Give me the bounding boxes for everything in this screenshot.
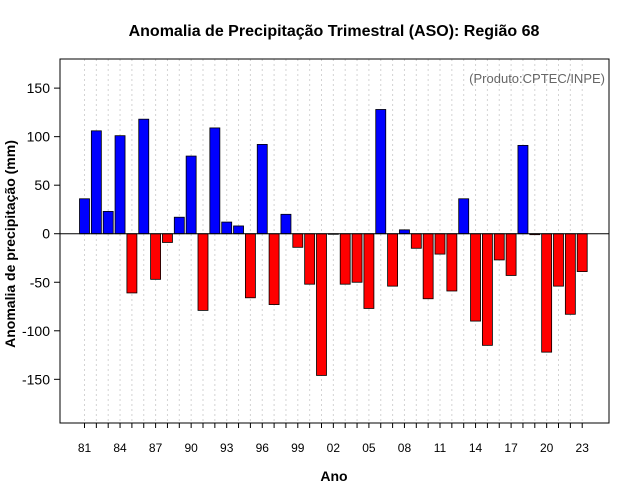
bar-2010	[422, 233, 434, 300]
y-axis: -150 -100 -50 0 50 100 150	[22, 80, 60, 387]
bar-2000	[304, 233, 316, 285]
y-tick-label: 150	[27, 80, 51, 96]
bar-1988	[162, 233, 173, 243]
x-tick-label: 96	[256, 441, 270, 455]
bar-1982	[90, 130, 102, 235]
bar-1993	[221, 221, 233, 235]
bar-2009	[410, 233, 422, 249]
bar-1995	[244, 233, 256, 299]
bar-2006	[375, 109, 387, 235]
bar-1989	[173, 216, 185, 235]
bar-2005	[363, 233, 375, 309]
bar-1984	[114, 135, 126, 235]
y-tick-label: 0	[42, 226, 50, 242]
y-tick-label: 50	[34, 177, 50, 193]
bar-2020	[541, 233, 553, 353]
bar-2011	[434, 233, 446, 255]
bar-1983	[102, 210, 114, 235]
x-tick-label: 93	[220, 441, 234, 455]
bar-2017	[505, 233, 517, 276]
x-tick-label: 99	[291, 441, 305, 455]
chart-title: Anomalia de Precipitação Trimestral (ASO…	[129, 23, 540, 40]
bars	[79, 109, 588, 376]
x-axis-label: Ano	[320, 468, 347, 484]
bar-2007	[387, 233, 399, 287]
bar-1997	[268, 233, 280, 305]
bar-2018	[517, 144, 529, 235]
bar-2015	[481, 233, 493, 346]
bar-2008	[399, 229, 410, 235]
bar-2023	[576, 233, 588, 272]
bar-2001	[316, 233, 327, 376]
x-tick-label: 02	[327, 441, 341, 455]
bar-2004	[351, 233, 363, 283]
x-tick-label: 90	[184, 441, 198, 455]
x-tick-label: 20	[540, 441, 554, 455]
bar-1994	[233, 225, 244, 235]
x-tick-label: 23	[576, 441, 590, 455]
bar-1990	[185, 155, 197, 235]
y-tick-label: -50	[30, 274, 50, 290]
bar-1991	[197, 233, 209, 311]
bar-2012	[446, 233, 458, 292]
x-tick-label: 17	[504, 441, 518, 455]
bar-1996	[256, 144, 268, 235]
x-tick-label: 11	[434, 441, 447, 455]
x-tick-label: 87	[149, 441, 163, 455]
bar-1985	[126, 233, 138, 294]
bar-1998	[280, 213, 292, 235]
bar-2003	[339, 233, 351, 285]
bar-1986	[138, 118, 150, 235]
bar-1992	[209, 127, 221, 235]
bar-2014	[470, 233, 481, 322]
bar-2013	[458, 198, 470, 235]
x-tick-label: 84	[113, 441, 127, 455]
y-tick-label: -150	[22, 371, 50, 387]
x-tick-label: 05	[362, 441, 376, 455]
y-axis-label: Anomalia de precipitação (mm)	[2, 140, 18, 348]
y-tick-label: 100	[27, 129, 51, 145]
source-annotation: (Produto:CPTEC/INPE)	[469, 71, 605, 86]
x-axis: 81 84 87 90 93 96 99 02 05 08 11 14 17 20 23	[78, 423, 589, 455]
bar-2022	[564, 233, 576, 315]
plot-frame	[59, 58, 610, 424]
bar-1987	[150, 233, 162, 280]
bar-1981	[79, 198, 90, 235]
x-tick-label: 08	[398, 441, 412, 455]
bar-2016	[493, 233, 505, 261]
y-tick-label: -100	[22, 323, 50, 339]
x-tick-label: 14	[469, 441, 483, 455]
bar-1999	[292, 233, 304, 248]
x-tick-label: 81	[78, 441, 92, 455]
bar-2021	[553, 233, 564, 287]
